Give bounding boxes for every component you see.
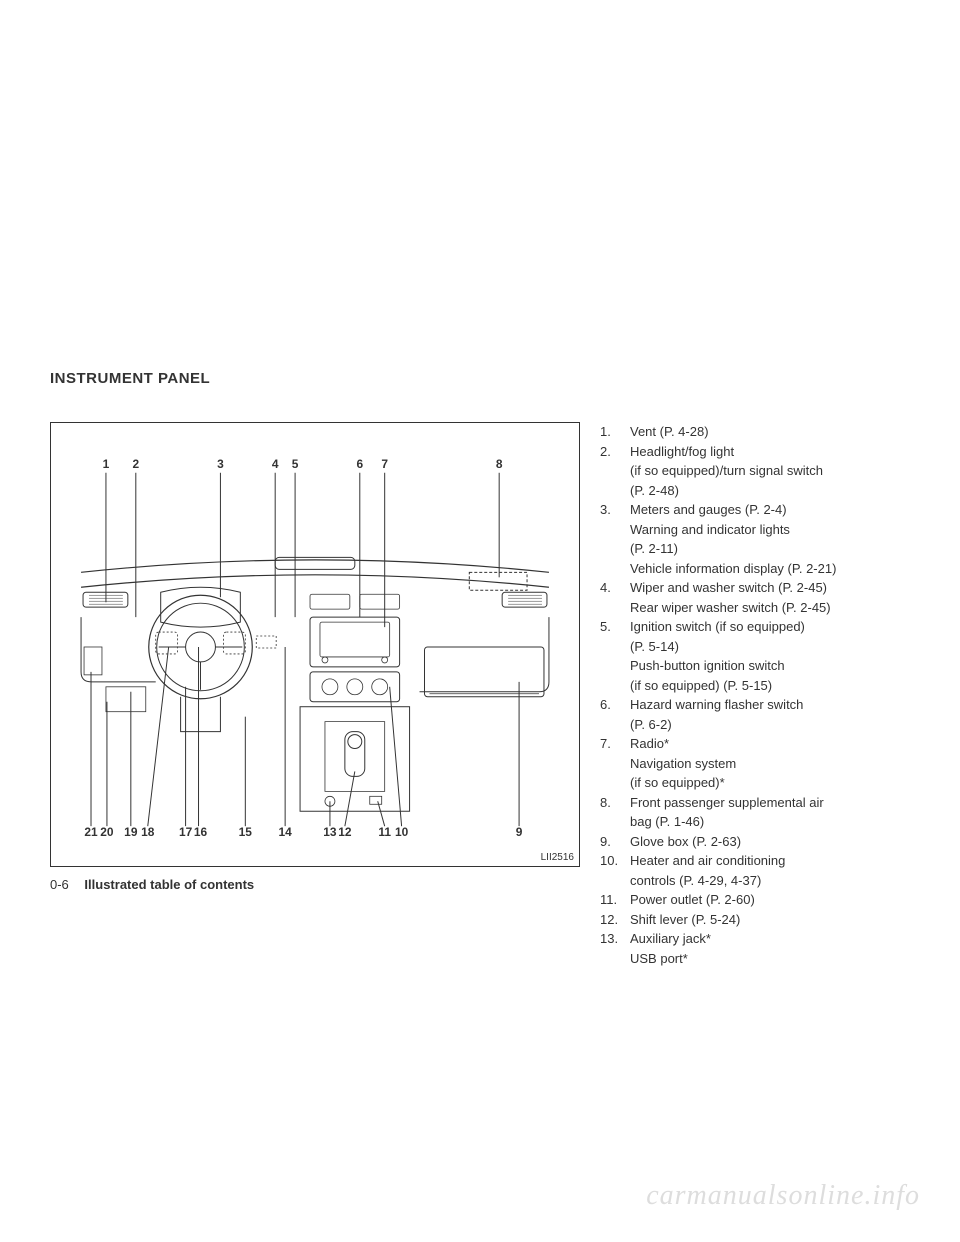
legend-text: Vent (P. 4-28)	[630, 422, 910, 442]
legend-text: Wiper and washer switch (P. 2-45)Rear wi…	[630, 578, 910, 617]
legend-item: 4.Wiper and washer switch (P. 2-45)Rear …	[600, 578, 910, 617]
legend-text: Heater and air conditioningcontrols (P. …	[630, 851, 910, 890]
legend-item: 6.Hazard warning flasher switch(P. 6-2)	[600, 695, 910, 734]
svg-text:8: 8	[496, 457, 503, 471]
svg-text:15: 15	[239, 825, 253, 839]
legend-number: 12.	[600, 910, 630, 930]
legend-text: Headlight/fog light(if so equipped)/turn…	[630, 442, 910, 501]
legend-text: Front passenger supplemental airbag (P. …	[630, 793, 910, 832]
legend-number: 11.	[600, 890, 630, 910]
legend-number: 8.	[600, 793, 630, 832]
diagram-container: 1 2 3 4 5 6 7 8	[50, 422, 580, 968]
dashboard-line-drawing: 1 2 3 4 5 6 7 8	[51, 423, 579, 866]
legend-item: 8.Front passenger supplemental airbag (P…	[600, 793, 910, 832]
svg-text:17: 17	[179, 825, 193, 839]
legend-text: Radio*Navigation system(if so equipped)*	[630, 734, 910, 793]
svg-text:5: 5	[292, 457, 299, 471]
svg-text:6: 6	[356, 457, 363, 471]
svg-text:12: 12	[338, 825, 352, 839]
legend-number: 7.	[600, 734, 630, 793]
legend-text: Meters and gauges (P. 2-4)Warning and in…	[630, 500, 910, 578]
svg-text:11: 11	[378, 825, 391, 839]
legend-number: 6.	[600, 695, 630, 734]
legend-item: 7.Radio*Navigation system(if so equipped…	[600, 734, 910, 793]
diagram-code-label: LII2516	[541, 852, 574, 863]
svg-text:10: 10	[395, 825, 409, 839]
legend-text: Auxiliary jack*USB port*	[630, 929, 910, 968]
legend-item: 5.Ignition switch (if so equipped)(P. 5-…	[600, 617, 910, 695]
svg-text:2: 2	[132, 457, 139, 471]
watermark-text: carmanualsonline.info	[646, 1180, 920, 1212]
svg-text:13: 13	[323, 825, 337, 839]
svg-text:9: 9	[516, 825, 523, 839]
svg-text:20: 20	[100, 825, 114, 839]
svg-text:21: 21	[84, 825, 98, 839]
instrument-panel-diagram: 1 2 3 4 5 6 7 8	[50, 422, 580, 867]
legend-number: 10.	[600, 851, 630, 890]
legend-number: 2.	[600, 442, 630, 501]
legend-number: 4.	[600, 578, 630, 617]
legend-text: Shift lever (P. 5-24)	[630, 910, 910, 930]
legend-number: 5.	[600, 617, 630, 695]
page-number: 0-6	[50, 877, 69, 892]
legend-item: 10.Heater and air conditioningcontrols (…	[600, 851, 910, 890]
legend-item: 13.Auxiliary jack*USB port*	[600, 929, 910, 968]
svg-text:18: 18	[141, 825, 155, 839]
svg-text:4: 4	[272, 457, 279, 471]
legend-item: 9.Glove box (P. 2-63)	[600, 832, 910, 852]
svg-text:16: 16	[194, 825, 208, 839]
section-title: INSTRUMENT PANEL	[50, 370, 910, 387]
legend-item: 2.Headlight/fog light(if so equipped)/tu…	[600, 442, 910, 501]
legend-number: 1.	[600, 422, 630, 442]
legend-number: 13.	[600, 929, 630, 968]
chapter-title: Illustrated table of contents	[84, 877, 254, 892]
legend-item: 3.Meters and gauges (P. 2-4)Warning and …	[600, 500, 910, 578]
callout-legend: 1.Vent (P. 4-28)2.Headlight/fog light(if…	[600, 422, 910, 968]
legend-text: Power outlet (P. 2-60)	[630, 890, 910, 910]
legend-text: Glove box (P. 2-63)	[630, 832, 910, 852]
legend-item: 1.Vent (P. 4-28)	[600, 422, 910, 442]
svg-text:19: 19	[124, 825, 138, 839]
legend-item: 12.Shift lever (P. 5-24)	[600, 910, 910, 930]
legend-number: 3.	[600, 500, 630, 578]
legend-number: 9.	[600, 832, 630, 852]
legend-item: 11.Power outlet (P. 2-60)	[600, 890, 910, 910]
svg-text:1: 1	[103, 457, 110, 471]
svg-text:3: 3	[217, 457, 224, 471]
page-footer: 0-6 Illustrated table of contents	[50, 877, 580, 892]
svg-text:14: 14	[278, 825, 292, 839]
legend-text: Ignition switch (if so equipped)(P. 5-14…	[630, 617, 910, 695]
legend-text: Hazard warning flasher switch(P. 6-2)	[630, 695, 910, 734]
content-row: 1 2 3 4 5 6 7 8	[50, 422, 910, 968]
svg-text:7: 7	[381, 457, 388, 471]
